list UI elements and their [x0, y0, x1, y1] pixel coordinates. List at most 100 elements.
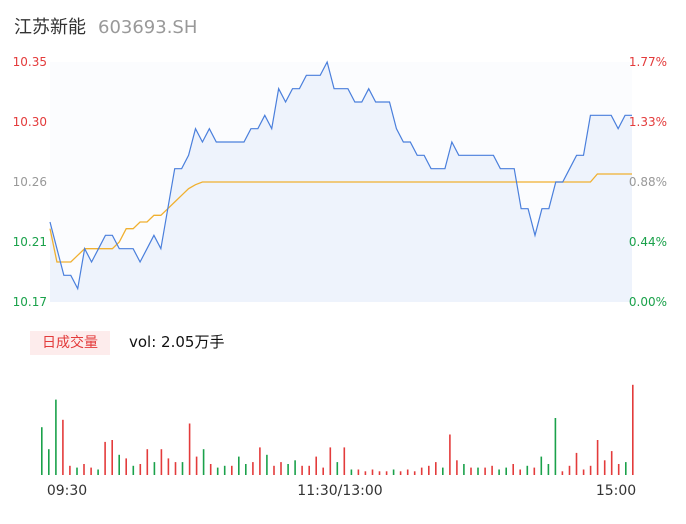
volume-bar	[456, 460, 458, 475]
x-tick-label: 11:30/13:00	[297, 483, 382, 499]
volume-bar	[632, 384, 634, 475]
volume-bar	[547, 464, 550, 475]
price-line	[49, 60, 632, 291]
volume-bar	[273, 465, 275, 475]
chart-title: 江苏新能 603693.SH	[14, 13, 197, 39]
volume-bar	[575, 452, 578, 475]
volume-bar	[442, 467, 444, 475]
volume-bar	[589, 465, 592, 475]
right-tick-label: 0.88%	[629, 175, 667, 189]
volume-bar	[132, 465, 135, 475]
volume-bar	[174, 462, 177, 475]
volume-bar	[181, 462, 184, 475]
right-tick-label: 0.44%	[629, 235, 667, 249]
volume-bar	[336, 462, 339, 475]
volume-bar	[610, 451, 613, 475]
volume-bar	[477, 467, 479, 475]
volume-bar	[420, 467, 423, 475]
stock-name: 江苏新能	[14, 17, 86, 38]
volume-bar	[294, 460, 296, 475]
volume-bar	[202, 449, 205, 475]
volume-bar	[357, 469, 360, 475]
x-tick-label: 15:00	[596, 483, 636, 499]
volume-bar	[146, 449, 149, 475]
left-tick-label: 10.35	[13, 55, 47, 69]
volume-bar	[554, 418, 557, 475]
volume-bar	[378, 471, 381, 475]
volume-bar	[315, 456, 317, 475]
avg-line-layer	[49, 173, 632, 263]
volume-bar	[104, 441, 106, 475]
volume-bar	[308, 465, 310, 475]
volume-bar	[343, 447, 346, 475]
volume-bar	[392, 469, 395, 475]
volume-bar	[238, 456, 240, 475]
volume-bar	[617, 464, 620, 475]
volume-bar	[48, 449, 50, 475]
volume-bar	[301, 465, 303, 475]
volume-bar	[385, 471, 388, 475]
volume-bar	[167, 458, 170, 475]
volume-bar	[413, 471, 416, 475]
volume-bar	[41, 427, 43, 475]
volume-bar	[188, 423, 191, 475]
right-tick-label: 0.00%	[629, 295, 667, 309]
volume-bar	[62, 419, 64, 475]
volume-bar	[160, 449, 163, 475]
volume-bar	[280, 462, 282, 475]
volume-bar	[582, 469, 585, 475]
volume-bar	[245, 464, 247, 475]
volume-bar	[596, 440, 599, 475]
left-tick-label: 10.21	[13, 235, 47, 249]
volume-bar	[76, 467, 78, 475]
volume-bar	[139, 464, 142, 475]
left-tick-label: 10.17	[13, 295, 47, 309]
volume-bar	[498, 469, 500, 475]
volume-bar	[329, 447, 332, 475]
volume-bar	[55, 399, 57, 475]
volume-bar	[97, 469, 99, 475]
volume-bar	[526, 465, 529, 475]
volume-bar	[231, 465, 233, 475]
volume-bar	[399, 471, 402, 475]
x-axis-labels: 09:30 11:30/13:00 15:00	[47, 483, 636, 499]
volume-bar	[603, 460, 606, 475]
volume-tab[interactable]: 日成交量	[30, 331, 110, 355]
volume-bar	[519, 469, 521, 475]
volume-bar	[223, 465, 226, 475]
volume-bar	[322, 467, 324, 475]
left-axis-labels: 10.35 10.30 10.26 10.21 10.17	[13, 55, 47, 309]
volume-bar	[287, 464, 289, 475]
avg-price-line	[49, 173, 632, 263]
volume-bar	[625, 462, 627, 475]
volume-bar	[252, 462, 254, 475]
volume-bar	[463, 464, 465, 475]
volume-bar	[568, 465, 571, 475]
volume-bar	[364, 471, 367, 475]
volume-bar	[83, 464, 85, 475]
right-tick-label: 1.33%	[629, 115, 667, 129]
stock-code: 603693.SH	[98, 17, 198, 38]
volume-bar	[428, 465, 430, 475]
volume-bar	[111, 440, 113, 475]
volume-readout: vol: 2.05万手	[129, 333, 225, 351]
x-tick-label: 09:30	[47, 483, 87, 499]
volume-bar	[512, 464, 514, 475]
volume-bar	[69, 465, 71, 475]
volume-bar	[561, 471, 564, 475]
volume-bar	[118, 454, 120, 475]
volume-bar	[540, 456, 543, 475]
volume-bar	[125, 458, 127, 475]
volume-bar	[266, 454, 268, 475]
right-tick-label: 1.77%	[629, 55, 667, 69]
volume-bar	[259, 447, 261, 475]
volume-bar	[406, 469, 409, 475]
volume-bar	[90, 467, 92, 475]
volume-bar	[449, 434, 451, 475]
volume-bar	[350, 469, 353, 475]
volume-bar	[491, 465, 493, 475]
right-axis-labels: 1.77% 1.33% 0.88% 0.44% 0.00%	[629, 55, 667, 309]
volume-bar	[153, 462, 156, 475]
left-tick-label: 10.26	[13, 175, 47, 189]
